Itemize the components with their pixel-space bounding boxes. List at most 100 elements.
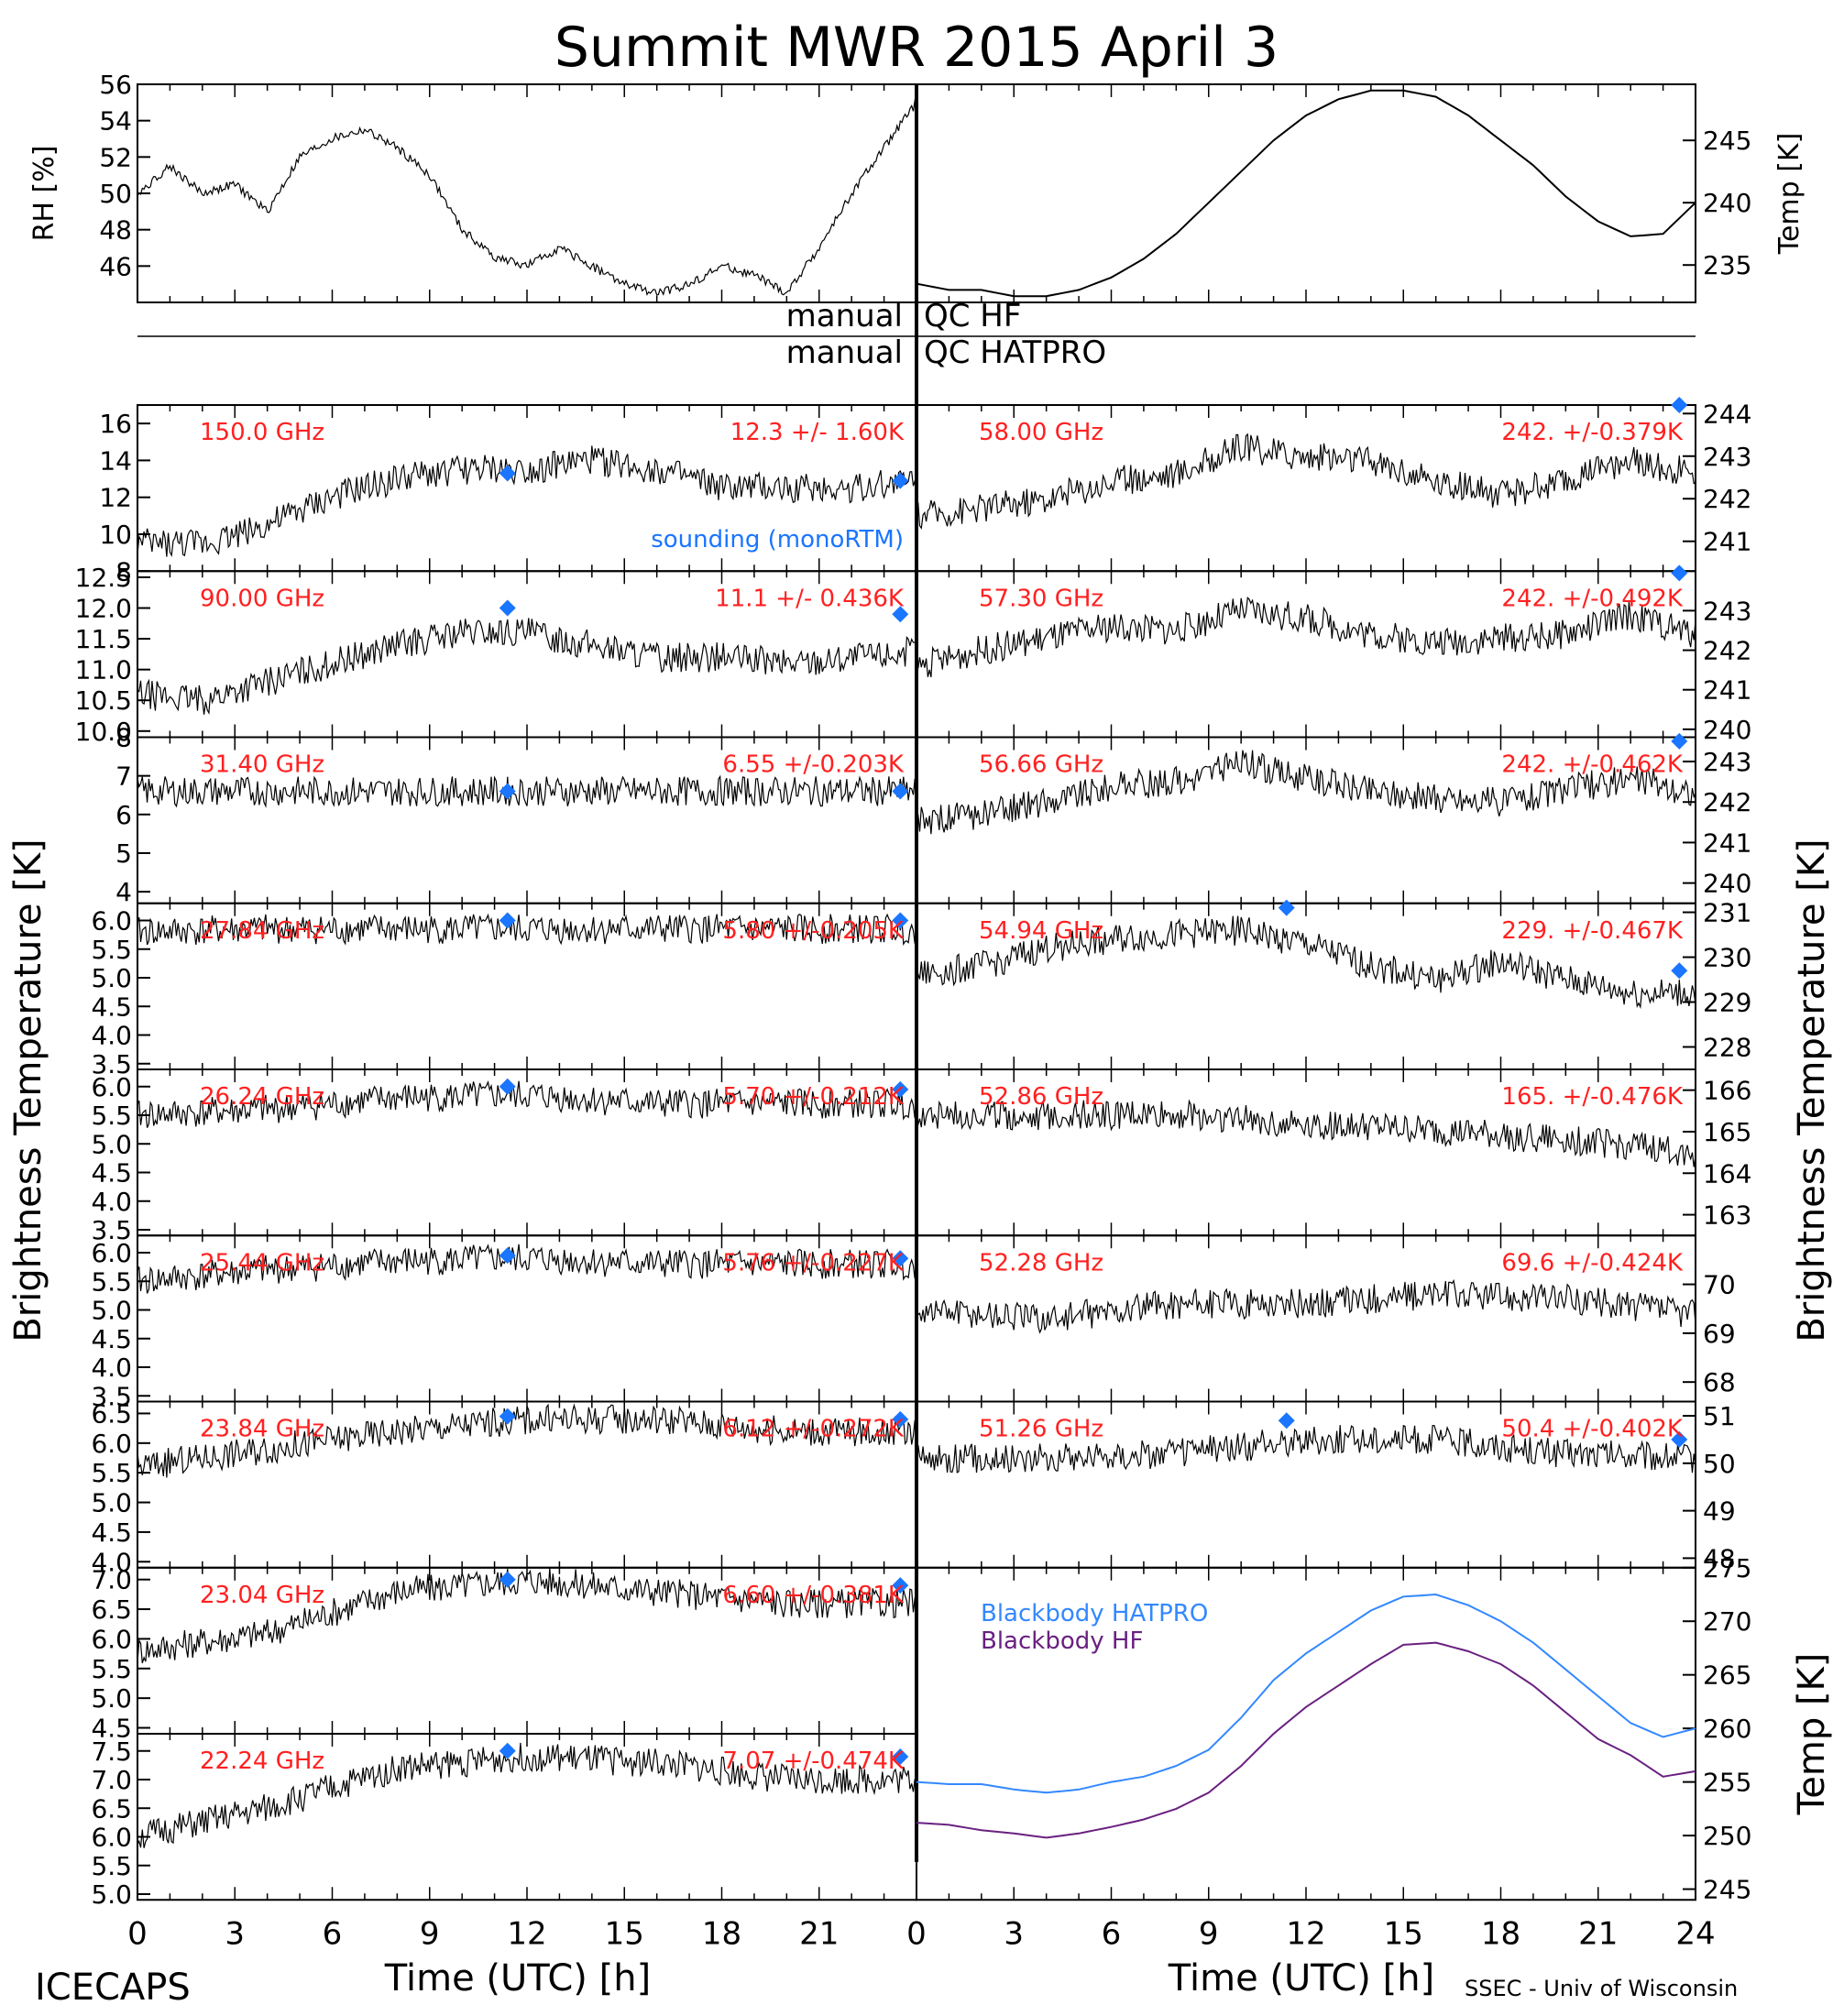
stats-label: 7.07 +/-0.474K [722,1748,905,1775]
x-tick-label: 15 [605,1915,644,1952]
y-tick-label: 5.0 [91,1129,132,1159]
x-tick-label: 12 [507,1915,546,1952]
sounding-marker [1671,1430,1688,1448]
sounding-marker [892,1748,909,1765]
x-tick-label: 9 [420,1915,440,1952]
sounding-marker [499,1408,516,1425]
panel-90.00 GHz: 10.010.511.011.512.012.5 90.00 GHz 11.1 +/… [75,563,917,747]
y-tick-label: 241 [1703,675,1751,706]
y-tick-label: 243 [1703,596,1751,626]
stats-label: 6.60 +/-0.381K [722,1582,905,1609]
x-tick-label: 6 [1102,1915,1122,1952]
stats-label: 50.4 +/-0.402K [1501,1416,1684,1443]
y-tick-label: 48 [1703,1543,1736,1573]
series-line [137,913,917,947]
y-tick-label: 5.0 [91,1683,132,1714]
y-tick-label: 275 [1703,1553,1751,1583]
y-tick-label: 6.0 [91,1823,132,1853]
legend-hatpro: Blackbody HATPRO [981,1600,1208,1627]
y-tick-label: 12.0 [75,594,132,624]
y-tick-label: 270 [1703,1606,1751,1637]
footer-right-label: SSEC - Univ of Wisconsin [1465,1976,1738,2001]
series-line [916,915,1696,1010]
y-tick-label: 5.5 [91,1458,132,1488]
series-line [137,1244,917,1294]
x-tick-label: 18 [702,1915,741,1952]
series-line [137,1403,917,1478]
y-tick-label: 265 [1703,1660,1751,1691]
series-line-blackbody-hatpro [916,1593,1696,1794]
y-tick-label: 10.0 [75,717,132,747]
y-tick-label: 11.5 [75,624,132,654]
y-tick-label: 4.5 [91,1158,132,1189]
frequency-label: 52.28 GHz [979,1249,1103,1276]
series-line [137,618,917,715]
series-line [916,89,1696,298]
y-tick-label: 49 [1703,1496,1736,1527]
y-tick-label: 240 [1703,869,1751,899]
stats-label: 69.6 +/-0.424K [1501,1249,1684,1276]
stats-label: 242. +/-0.462K [1501,751,1684,779]
stats-label: 6.55 +/-0.203K [722,751,905,779]
y-tick-label: 69 [1703,1319,1736,1349]
sounding-marker [1671,962,1688,980]
sounding-marker [892,1080,909,1098]
y-tick-label: 231 [1703,898,1751,928]
rh-axis-label: RH [%] [28,146,60,242]
y-tick-label: 4.0 [91,1353,132,1383]
y-tick-label: 11.0 [75,655,132,685]
sounding-marker [892,783,909,800]
stats-label: 12.3 +/- 1.60K [730,419,905,446]
y-tick-label: 16 [99,409,132,439]
panel-150.0 GHz: 8 10 12 14 16 150.0 GHz 12.3 +/- 1.60K [99,404,917,586]
y-tick-label: 46 [99,251,132,281]
y-tick-label: 4 [115,877,132,907]
y-tick-label: 54 [99,106,132,137]
panel-27.84 GHz: 3.54.04.55.05.56.0 27.84 GHz 5.80 +/-0.205… [91,902,917,1079]
series-line [916,750,1696,835]
panel-26.24 GHz: 3.54.04.55.05.56.0 26.24 GHz 5.70 +/-0.212… [91,1068,917,1245]
y-tick-label: 6.0 [91,906,132,937]
x-tick-label: 6 [323,1915,343,1952]
y-tick-label: 51 [1703,1401,1736,1431]
panel-58.00 GHz: 241 242 243 244 58.00 GHz 242. +/-0.379K [916,397,1751,573]
panel-56.66 GHz: 240 241 242 243 56.66 GHz 242. +/-0.462K [916,732,1751,904]
y-tick-label: 6.0 [91,1624,132,1654]
y-tick-label: 229 [1703,988,1751,1018]
y-tick-label: 6.5 [91,1594,132,1625]
sounding-marker [1671,564,1688,582]
sounding-marker [892,472,909,489]
y-tick-label: 4.5 [91,1324,132,1354]
sounding-marker [1671,397,1688,413]
panel-rh: 46 48 50 52 54 56 RH [%] [28,70,917,303]
y-tick-label: 241 [1703,827,1751,858]
y-tick-label: 245 [1703,126,1751,156]
y-tick-label: 7.0 [91,1765,132,1795]
y-tick-label: 48 [99,215,132,246]
y-tick-label: 243 [1703,747,1751,777]
y-tick-label: 7.5 [91,1737,132,1767]
footer-left-label: ICECAPS [35,1967,191,2009]
frequency-label: 26.24 GHz [200,1083,324,1111]
frequency-label: 52.86 GHz [979,1083,1103,1111]
y-tick-label: 235 [1703,250,1751,280]
x-tick-label: 15 [1384,1915,1423,1952]
series-line [137,99,917,297]
x-tick-label: 24 [1675,1915,1715,1952]
y-tick-label: 260 [1703,1714,1751,1744]
qc-hatpro-label: QC HATPRO [924,334,1106,371]
frequency-label: 23.84 GHz [200,1416,324,1443]
stats-label: 11.1 +/- 0.436K [715,585,905,612]
temp-axis-label: Temp [K] [1773,133,1806,256]
y-tick-label: 8 [115,723,132,753]
y-tick-label: 242 [1703,484,1751,514]
y-tick-label: 4.0 [91,1187,132,1217]
y-tick-label: 7.0 [91,1565,132,1595]
series-line [916,1099,1696,1167]
series-line [137,1742,917,1848]
y-tick-label: 242 [1703,636,1751,666]
y-tick-label: 14 [99,445,132,476]
panel-22.24 GHz: 5.05.56.06.57.07.5 22.24 GHz 7.07 +/-0.474… [91,1733,917,1910]
panel-54.94 GHz: 228 229 230 231 54.94 GHz 229. +/-0.467K [916,898,1751,1070]
